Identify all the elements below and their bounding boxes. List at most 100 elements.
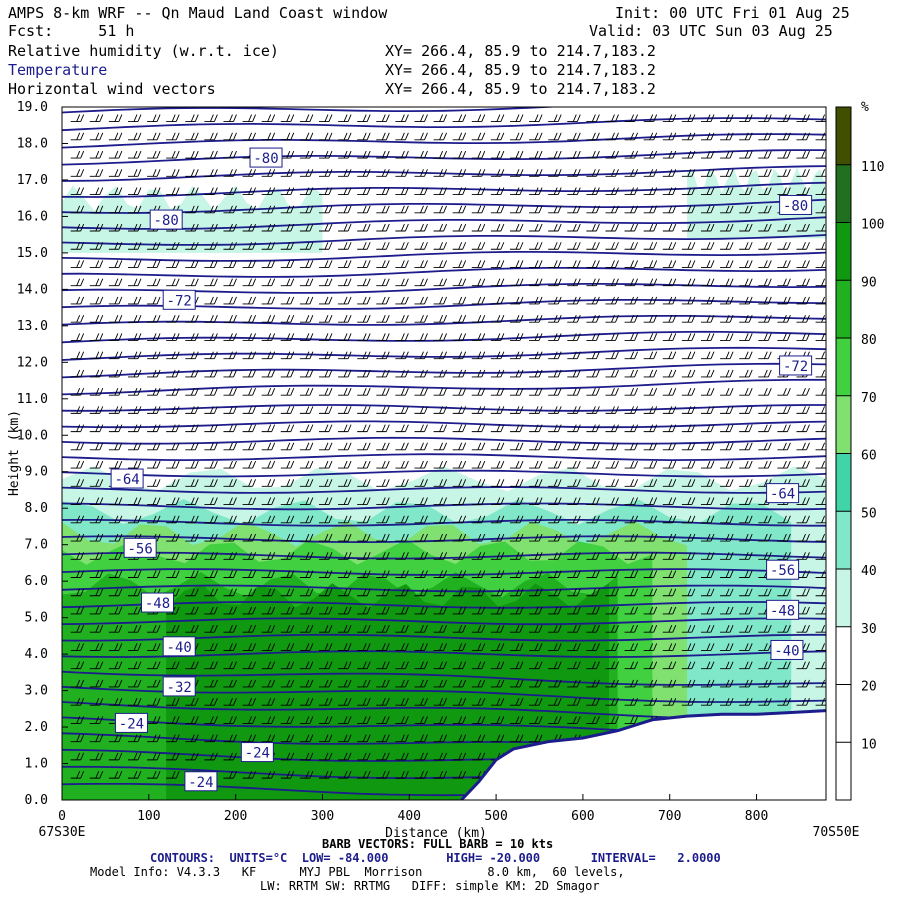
wind-barb <box>108 150 123 159</box>
wind-barb <box>223 278 237 287</box>
wind-barb <box>720 679 734 688</box>
wind-barb <box>643 697 658 706</box>
wind-barb <box>529 333 543 341</box>
wind-barb <box>777 296 791 305</box>
wind-barb <box>567 351 581 360</box>
wind-barb <box>433 260 447 268</box>
wind-barb <box>89 734 104 743</box>
wind-barb <box>509 406 524 414</box>
isotherm-label-box <box>162 676 196 697</box>
wind-barb <box>529 114 543 123</box>
wind-barb <box>567 424 581 433</box>
isotherm-line <box>62 486 826 494</box>
wind-barb <box>261 406 276 414</box>
wind-barb <box>108 114 123 123</box>
wind-barb <box>700 333 715 341</box>
wind-barb <box>777 114 791 123</box>
wind-barb <box>777 697 791 706</box>
wind-barb <box>414 588 428 597</box>
wind-barb <box>223 770 237 779</box>
wind-barb <box>395 150 409 159</box>
wind-barb <box>395 770 409 779</box>
wind-barb <box>567 369 581 378</box>
wind-barb <box>700 369 715 378</box>
wind-barb <box>299 369 314 378</box>
wind-barb <box>108 606 123 615</box>
wind-barb <box>529 661 543 670</box>
wind-barb <box>318 770 333 779</box>
wind-barb <box>166 570 180 578</box>
wind-barb <box>624 406 638 414</box>
wind-barb <box>299 260 314 268</box>
wind-barb <box>108 770 123 779</box>
wind-barb <box>108 260 123 268</box>
wind-barb <box>624 260 638 268</box>
wind-barb <box>700 278 715 287</box>
wind-barb <box>89 533 104 542</box>
wind-barb <box>242 187 256 195</box>
wind-barb <box>433 697 447 706</box>
wind-barb <box>490 278 505 287</box>
wind-barb <box>700 697 715 706</box>
wind-barb <box>89 770 104 779</box>
wind-barb <box>815 242 826 250</box>
isotherm-line <box>62 216 826 230</box>
wind-barb <box>376 114 390 123</box>
wind-barb <box>376 315 390 323</box>
wind-barb <box>166 333 180 341</box>
wind-barb <box>586 333 600 341</box>
wind-barb <box>204 333 218 341</box>
wind-barb <box>89 424 104 433</box>
wind-barb <box>127 333 142 341</box>
wind-barb <box>223 424 237 433</box>
wind-barb <box>242 242 256 250</box>
wind-barb <box>720 460 734 469</box>
wind-barb <box>70 132 85 141</box>
wind-barb <box>739 625 753 633</box>
wind-barb <box>548 150 562 159</box>
wind-barb <box>127 497 142 506</box>
isotherm-label-box <box>110 468 144 489</box>
wind-barb <box>777 533 791 542</box>
wind-barb <box>605 606 619 615</box>
wind-barb <box>433 552 447 560</box>
wind-barb <box>338 169 352 177</box>
barb-legend: BARB VECTORS: FULL BARB = 10 kts <box>322 837 554 851</box>
wind-barb <box>166 442 180 451</box>
wind-barb <box>223 242 237 250</box>
wind-barb <box>70 242 85 250</box>
wind-barb <box>433 588 447 597</box>
wind-barb <box>242 770 256 779</box>
wind-barb <box>662 643 677 651</box>
wind-barb <box>185 697 199 706</box>
wind-barb <box>739 515 753 524</box>
wind-barb <box>605 424 619 433</box>
wind-barb <box>605 716 619 724</box>
wind-barb <box>357 369 371 378</box>
wind-barb <box>700 679 715 688</box>
wind-barb <box>796 588 810 597</box>
wind-barb <box>242 351 256 360</box>
wind-barb <box>414 333 428 341</box>
wind-barb <box>433 606 447 615</box>
wind-barb <box>70 661 85 670</box>
wind-barb <box>548 570 562 578</box>
wind-barb <box>700 114 715 123</box>
wind-barb <box>357 533 371 542</box>
wind-barb <box>624 625 638 633</box>
isotherm-line <box>62 165 826 182</box>
wind-barb <box>147 479 161 487</box>
wind-barb <box>471 479 486 487</box>
wind-barb <box>720 296 734 305</box>
wind-barb <box>471 570 486 578</box>
wind-barb <box>242 260 256 268</box>
wind-barb <box>452 296 467 305</box>
wind-barb <box>681 460 696 469</box>
wind-barb <box>624 315 638 323</box>
wind-barb <box>815 570 826 578</box>
wind-barb <box>242 387 256 396</box>
wind-barb <box>127 625 142 633</box>
wind-barb <box>414 260 428 268</box>
wind-barb <box>185 752 199 761</box>
x-tick-label: 0 <box>58 809 66 824</box>
